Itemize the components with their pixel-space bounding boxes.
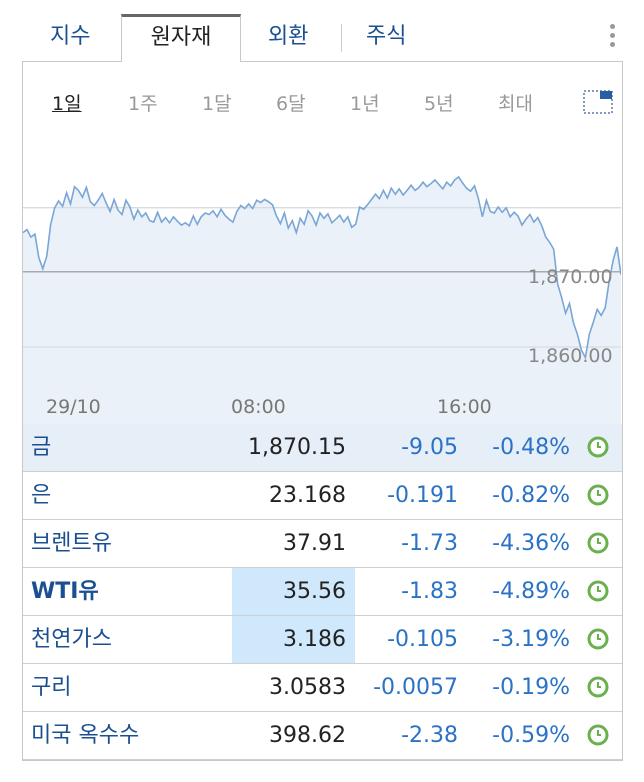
clock-icon [587,676,609,698]
range-5y[interactable]: 5년 [424,93,454,115]
price-area [23,176,621,424]
range-1d[interactable]: 1일 [52,93,82,115]
range-1m[interactable]: 1달 [202,93,232,115]
range-1y[interactable]: 1년 [350,93,380,115]
last-price: 37.91 [283,531,346,556]
percent-change: -0.19% [492,675,570,700]
percent-change: -4.89% [492,579,570,604]
table-row[interactable]: 천연가스 3.186 -0.105 -3.19% [23,616,622,664]
x-tick-label: 29/10 [46,396,101,418]
commodity-name-link[interactable]: 금 [31,435,52,460]
tab-forex[interactable]: 외환 [268,24,309,49]
last-price: 398.62 [269,723,346,748]
commodity-name-link[interactable]: 천연가스 [31,627,112,652]
commodity-name-link[interactable]: WTI유 [31,579,99,604]
fullscreen-icon[interactable] [583,89,613,115]
percent-change: -3.19% [492,627,570,652]
price-chart [23,140,621,424]
price-change: -0.0057 [373,675,458,700]
clock-icon [587,436,609,458]
price-change: -1.83 [401,579,458,604]
table-row[interactable]: 구리 3.0583 -0.0057 -0.19% [23,664,622,712]
price-highlight [232,568,355,615]
commodity-name-link[interactable]: 브렌트유 [31,531,112,556]
last-price: 35.56 [283,579,346,604]
tab-commodities[interactable]: 원자재 [121,14,241,62]
y-tick-label: 1,860.00 [528,345,613,367]
range-max[interactable]: 최대 [498,93,533,115]
last-price: 3.186 [283,627,346,652]
table-row[interactable]: 브렌트유 37.91 -1.73 -4.36% [23,520,622,568]
table-row[interactable]: 은 23.168 -0.191 -0.82% [23,472,622,520]
clock-icon [587,580,609,602]
table-row[interactable]: 미국 옥수수 398.62 -2.38 -0.59% [23,712,622,760]
price-change: -0.191 [387,483,458,508]
commodity-name-link[interactable]: 구리 [31,675,72,700]
clock-icon [587,484,609,506]
price-change: -9.05 [401,435,458,460]
price-change: -2.38 [401,723,458,748]
percent-change: -0.48% [492,435,570,460]
vertical-dots-icon[interactable] [609,24,617,54]
price-change: -1.73 [401,531,458,556]
commodity-name-link[interactable]: 은 [31,483,52,508]
table-row[interactable]: WTI유 35.56 -1.83 -4.89% [23,568,622,616]
x-tick-label: 16:00 [437,396,492,418]
range-1w[interactable]: 1주 [128,93,158,115]
range-6m[interactable]: 6달 [276,93,306,115]
commodities-panel [22,61,623,761]
last-price: 3.0583 [269,675,346,700]
last-price: 1,870.15 [248,435,346,460]
commodity-name-link[interactable]: 미국 옥수수 [31,723,140,748]
price-highlight [232,616,355,663]
x-tick-label: 08:00 [231,396,286,418]
y-tick-label: 1,870.00 [528,266,613,288]
percent-change: -4.36% [492,531,570,556]
percent-change: -0.82% [492,483,570,508]
clock-icon [587,724,609,746]
price-change: -0.105 [387,627,458,652]
tab-stocks[interactable]: 주식 [366,24,407,49]
clock-icon [587,532,609,554]
tab-divider [341,24,342,52]
active-tab-joint [122,60,240,63]
last-price: 23.168 [269,483,346,508]
table-row[interactable]: 금 1,870.15 -9.05 -0.48% [23,424,622,472]
tab-indices[interactable]: 지수 [50,24,91,49]
price-line [23,175,621,361]
commodity-table: 금 1,870.15 -9.05 -0.48% 은 23.168 -0.191 -0.82% 브… [23,424,622,760]
percent-change: -0.59% [492,723,570,748]
clock-icon [587,628,609,650]
tab-bar: 지수 원자재 외환 주식 [0,0,644,62]
